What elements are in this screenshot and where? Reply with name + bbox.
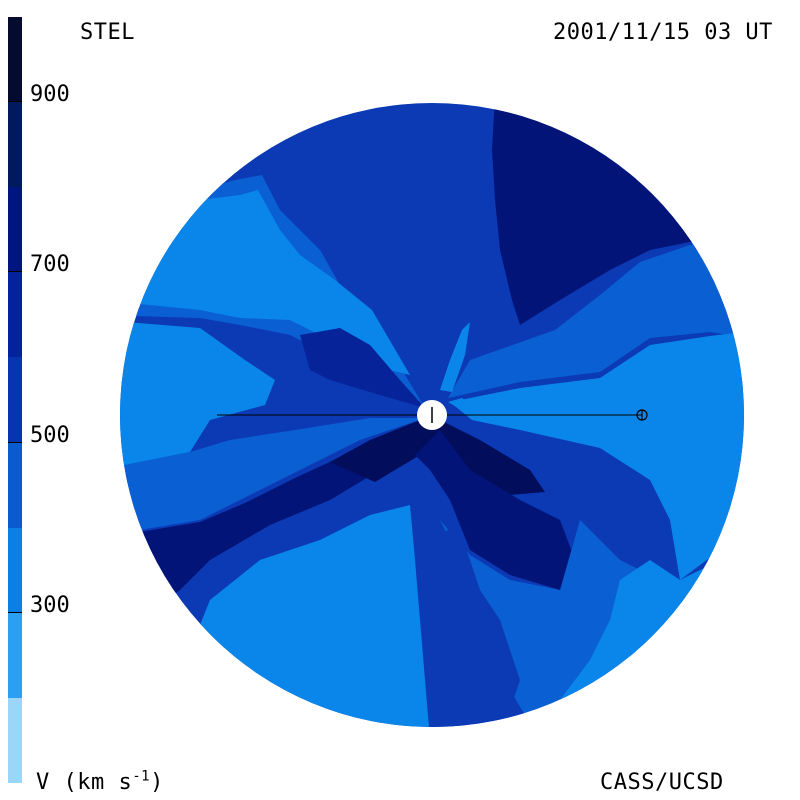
units-label-text: V (km s xyxy=(36,770,133,795)
contour-lower-center-dark xyxy=(415,430,575,590)
timestamp-label: 2001/11/15 03 UT xyxy=(553,20,773,45)
contour-streak-1 xyxy=(362,325,396,368)
contour-left-lower-band xyxy=(120,418,425,535)
observatory-label: STEL xyxy=(80,20,135,45)
contour-streak-4 xyxy=(440,322,470,392)
colorbar-tick xyxy=(8,442,22,443)
colorbar-band xyxy=(8,187,22,273)
contour-left-light xyxy=(120,320,275,470)
units-label: V (km s-1) xyxy=(36,770,164,796)
colorbar-tick xyxy=(8,271,22,272)
velocity-colorbar xyxy=(8,17,22,783)
contour-streak-2 xyxy=(448,398,470,408)
credit-label: CASS/UCSD xyxy=(600,770,724,795)
colorbar-tick-label-300: 300 xyxy=(30,593,70,618)
contour-streak-3 xyxy=(476,403,496,410)
contour-right-light xyxy=(450,330,744,580)
colorbar-tick xyxy=(8,612,22,613)
colorbar-band xyxy=(8,357,22,443)
colorbar-tick-label-700: 700 xyxy=(30,252,70,277)
contour-right-band xyxy=(448,230,744,398)
contour-upper-center-dark xyxy=(300,328,425,408)
colorbar-band xyxy=(8,102,22,188)
contour-left-dark-stripe xyxy=(120,425,418,640)
colorbar-tick-label-500: 500 xyxy=(30,423,70,448)
colorbar-tick xyxy=(8,101,22,102)
colorbar-band xyxy=(8,527,22,613)
colorbar-band xyxy=(8,17,22,103)
colorbar-band xyxy=(8,612,22,698)
units-superscript: -1 xyxy=(132,768,151,785)
units-label-close: ) xyxy=(150,770,164,795)
colorbar-tick-label-900: 900 xyxy=(30,82,70,107)
colorbar-band xyxy=(8,697,22,783)
contour-upper-left-light xyxy=(120,190,410,375)
colorbar-band xyxy=(8,442,22,528)
contour-lower-band xyxy=(430,520,540,727)
colorbar-band xyxy=(8,272,22,358)
